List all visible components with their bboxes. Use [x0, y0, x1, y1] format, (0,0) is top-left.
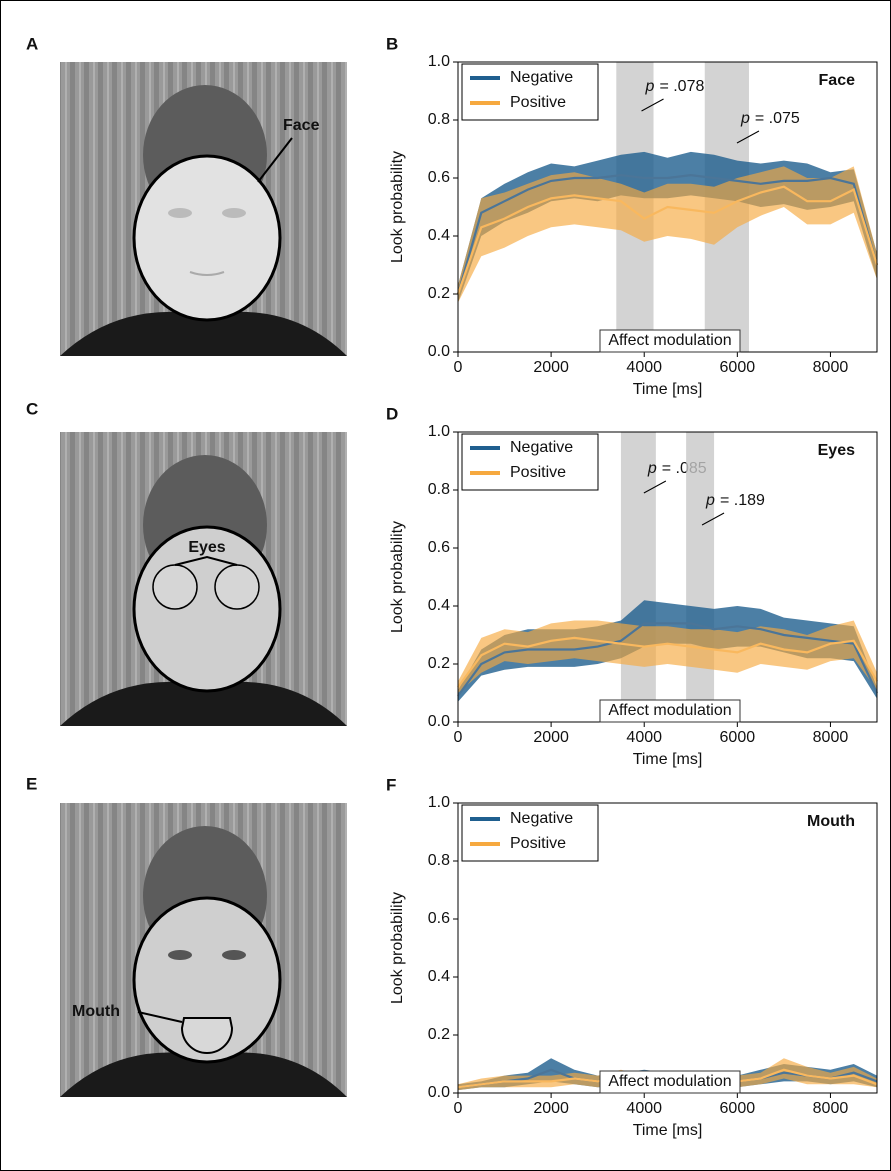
- x-axis-label: Time [ms]: [633, 751, 703, 768]
- modulation-box: [599, 699, 741, 723]
- x-tick-label: 6000: [720, 359, 756, 376]
- panel-letter: F: [386, 775, 396, 794]
- p-symbol: p: [740, 110, 750, 127]
- confidence-band: [458, 600, 877, 702]
- legend-label: Negative: [510, 810, 573, 827]
- p-value: = .189: [720, 492, 765, 509]
- photo: [60, 803, 347, 1097]
- p-symbol: p: [647, 460, 657, 477]
- p-annotation: p = .078: [645, 78, 705, 95]
- annotation-leader: [736, 130, 760, 144]
- x-tick-label: 0: [454, 359, 463, 376]
- y-tick-label: 1.0: [428, 53, 450, 70]
- x-tick-label: 4000: [626, 729, 662, 746]
- annotation-leader: [641, 98, 664, 112]
- confidence-band: [458, 166, 877, 303]
- x-axis-label: Time [ms]: [633, 381, 703, 398]
- annotation-leader: [643, 480, 667, 494]
- x-tick-label: 8000: [813, 359, 849, 376]
- y-tick-label: 0.0: [428, 713, 450, 730]
- legend-label: Positive: [510, 464, 566, 481]
- x-tick-label: 0: [454, 729, 463, 746]
- x-tick-label: 0: [454, 1100, 463, 1117]
- panel-letter: B: [386, 34, 398, 53]
- annotation-leader: [701, 512, 725, 526]
- y-tick-label: 0.2: [428, 655, 450, 672]
- y-tick-label: 0.0: [428, 1084, 450, 1101]
- x-tick-label: 6000: [720, 1100, 756, 1117]
- mean-line: [456, 185, 879, 295]
- y-tick-label: 0.2: [428, 285, 450, 302]
- panel-letter: E: [26, 774, 37, 793]
- p-annotation: p = .189: [705, 492, 765, 509]
- mean-line: [457, 622, 878, 697]
- y-tick-label: 0.4: [428, 597, 450, 614]
- modulation-box: [599, 329, 741, 353]
- x-tick-label: 8000: [813, 1100, 849, 1117]
- roi-label: Face: [283, 117, 320, 134]
- y-tick-label: 0.2: [428, 1026, 450, 1043]
- legend-label: Negative: [510, 69, 573, 86]
- panel-letter: D: [386, 404, 398, 423]
- y-tick-label: 0.0: [428, 343, 450, 360]
- p-value: = .078: [659, 78, 704, 95]
- y-tick-label: 0.4: [428, 227, 450, 244]
- significance-span: [620, 432, 656, 722]
- roi-label: Eyes: [188, 539, 225, 556]
- x-tick-label: 6000: [720, 729, 756, 746]
- mean-line: [457, 636, 878, 688]
- legend-label: Positive: [510, 94, 566, 111]
- x-tick-label: 2000: [533, 729, 569, 746]
- panel-letter: C: [26, 399, 38, 418]
- legend-box: [461, 433, 599, 491]
- photo: [60, 432, 347, 726]
- mean-line: [456, 173, 879, 295]
- y-tick-label: 0.8: [428, 111, 450, 128]
- y-tick-label: 0.8: [428, 481, 450, 498]
- y-tick-label: 0.6: [428, 910, 450, 927]
- modulation-label: Affect modulation: [608, 702, 731, 719]
- x-tick-label: 8000: [813, 729, 849, 746]
- roi-label: Mouth: [72, 1003, 120, 1020]
- panel-letter: A: [26, 34, 38, 53]
- chart-title: Mouth: [807, 813, 855, 830]
- p-symbol: p: [705, 492, 715, 509]
- y-tick-label: 1.0: [428, 794, 450, 811]
- y-axis-label: Look probability: [389, 521, 406, 633]
- chart-title: Face: [819, 72, 856, 89]
- x-tick-label: 2000: [533, 1100, 569, 1117]
- legend-box: [461, 63, 599, 121]
- p-value: = .075: [755, 110, 800, 127]
- y-tick-label: 0.4: [428, 968, 450, 985]
- p-annotation: p = .075: [740, 110, 800, 127]
- y-tick-label: 0.6: [428, 539, 450, 556]
- legend-label: Positive: [510, 835, 566, 852]
- p-symbol: p: [645, 78, 655, 95]
- y-axis-label: Look probability: [389, 151, 406, 263]
- x-tick-label: 2000: [533, 359, 569, 376]
- y-tick-label: 1.0: [428, 423, 450, 440]
- x-tick-label: 4000: [626, 359, 662, 376]
- legend-label: Negative: [510, 439, 573, 456]
- y-tick-label: 0.6: [428, 169, 450, 186]
- significance-span: [686, 432, 715, 722]
- modulation-label: Affect modulation: [608, 332, 731, 349]
- chart-title: Eyes: [818, 442, 855, 459]
- modulation-label: Affect modulation: [608, 1073, 731, 1090]
- confidence-band: [458, 1058, 877, 1091]
- y-tick-label: 0.8: [428, 852, 450, 869]
- x-axis-label: Time [ms]: [633, 1122, 703, 1139]
- photo: [60, 62, 347, 356]
- y-axis-label: Look probability: [389, 892, 406, 1004]
- x-tick-label: 4000: [626, 1100, 662, 1117]
- modulation-box: [599, 1070, 741, 1094]
- legend-box: [461, 804, 599, 862]
